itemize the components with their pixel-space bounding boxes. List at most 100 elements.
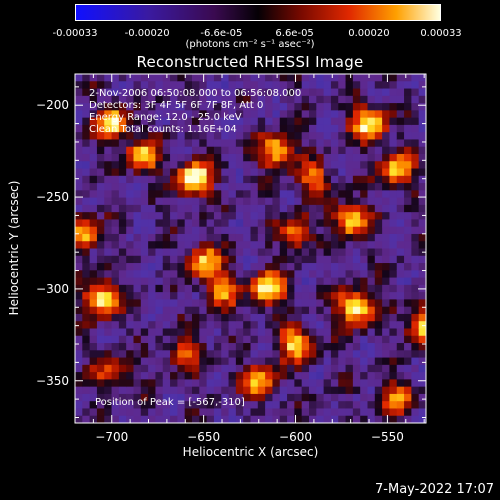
heatmap-cell bbox=[243, 343, 252, 351]
heatmap-cell bbox=[82, 212, 91, 221]
heatmap-cell bbox=[367, 372, 376, 380]
heatmap-cell bbox=[338, 110, 347, 119]
heatmap-cell bbox=[382, 103, 391, 111]
heatmap-cell bbox=[250, 233, 259, 242]
heatmap-cell bbox=[177, 139, 186, 148]
heatmap-cell bbox=[301, 364, 310, 373]
heatmap-cell bbox=[374, 277, 383, 286]
heatmap-cell bbox=[367, 270, 376, 279]
heatmap-cell bbox=[294, 175, 303, 184]
heatmap-cell bbox=[111, 146, 120, 155]
heatmap-cell bbox=[389, 357, 398, 366]
heatmap-cell bbox=[155, 364, 164, 373]
heatmap-cell bbox=[104, 233, 113, 242]
heatmap-cell bbox=[301, 248, 310, 257]
heatmap-cell bbox=[148, 212, 157, 221]
heatmap-cell bbox=[309, 364, 317, 373]
heatmap-cell bbox=[352, 401, 361, 410]
heatmap-cell bbox=[418, 212, 426, 221]
heatmap-cell bbox=[411, 306, 420, 315]
heatmap-cell bbox=[360, 153, 369, 162]
heatmap-cell bbox=[140, 183, 149, 191]
heatmap-cell bbox=[82, 226, 91, 235]
heatmap-cell bbox=[162, 328, 171, 337]
heatmap-cell bbox=[367, 335, 376, 344]
heatmap-cell bbox=[177, 408, 186, 417]
heatmap-cell bbox=[352, 379, 361, 388]
heatmap-cell bbox=[396, 364, 405, 373]
heatmap-cell bbox=[170, 408, 178, 417]
heatmap-cell bbox=[111, 175, 120, 184]
heatmap-cell bbox=[192, 226, 200, 235]
heatmap-cell bbox=[235, 270, 244, 279]
heatmap-cell bbox=[89, 175, 98, 184]
heatmap-cell bbox=[155, 335, 164, 344]
heatmap-cell bbox=[221, 372, 230, 380]
heatmap-cell bbox=[177, 161, 186, 170]
heatmap-cell bbox=[404, 372, 412, 380]
heatmap-cell bbox=[126, 299, 135, 308]
heatmap-cell bbox=[199, 183, 208, 191]
heatmap-cell bbox=[323, 88, 332, 97]
heatmap-cell bbox=[75, 219, 83, 228]
heatmap-cell bbox=[155, 168, 164, 177]
heatmap-cell bbox=[243, 292, 252, 300]
heatmap-cell bbox=[155, 146, 164, 155]
heatmap-cell bbox=[243, 124, 252, 133]
heatmap-cell bbox=[228, 204, 237, 213]
heatmap-cell bbox=[309, 299, 317, 308]
heatmap-cell bbox=[309, 132, 317, 141]
heatmap-cell bbox=[411, 393, 420, 402]
heatmap-cell bbox=[323, 401, 332, 410]
heatmap-cell bbox=[330, 124, 339, 133]
heatmap-cell bbox=[184, 146, 193, 155]
heatmap-cell bbox=[382, 204, 391, 213]
heatmap-cell bbox=[389, 270, 398, 279]
heatmap-cell bbox=[235, 364, 244, 373]
heatmap-cell bbox=[170, 292, 178, 300]
heatmap-cell bbox=[265, 226, 274, 235]
heatmap-cell bbox=[309, 175, 317, 184]
heatmap-cell bbox=[235, 212, 244, 221]
heatmap-cell bbox=[75, 197, 83, 206]
heatmap-cell bbox=[140, 306, 149, 315]
heatmap-cell bbox=[250, 299, 259, 308]
heatmap-cell bbox=[411, 415, 420, 423]
heatmap-cell bbox=[75, 408, 83, 417]
heatmap-cell bbox=[250, 183, 259, 191]
heatmap-cell bbox=[140, 321, 149, 330]
heatmap-cell bbox=[330, 161, 339, 170]
heatmap-cell bbox=[294, 190, 303, 199]
heatmap-cell bbox=[279, 408, 288, 417]
heatmap-cell bbox=[352, 95, 361, 104]
heatmap-cell bbox=[382, 328, 391, 337]
heatmap-cell bbox=[118, 74, 127, 82]
heatmap-cell bbox=[89, 343, 98, 351]
heatmap-cell bbox=[272, 183, 281, 191]
heatmap-cell bbox=[360, 284, 369, 293]
heatmap-cell bbox=[272, 393, 281, 402]
heatmap-cell bbox=[243, 372, 252, 380]
heatmap-cell bbox=[250, 161, 259, 170]
heatmap-cell bbox=[235, 328, 244, 337]
heatmap-cell bbox=[104, 74, 113, 82]
heatmap-cell bbox=[75, 386, 83, 395]
heatmap-cell bbox=[374, 299, 383, 308]
heatmap-cell bbox=[338, 168, 347, 177]
heatmap-cell bbox=[243, 183, 252, 191]
heatmap-cell bbox=[389, 372, 398, 380]
heatmap-cell bbox=[199, 255, 208, 264]
heatmap-cell bbox=[177, 168, 186, 177]
heatmap-cell bbox=[301, 168, 310, 177]
heatmap-cell bbox=[309, 401, 317, 410]
heatmap-cell bbox=[338, 117, 347, 126]
heatmap-cell bbox=[228, 408, 237, 417]
heatmap-cell bbox=[177, 277, 186, 286]
heatmap-cell bbox=[330, 284, 339, 293]
heatmap-cell bbox=[323, 124, 332, 133]
heatmap-cell bbox=[411, 212, 420, 221]
heatmap-cell bbox=[199, 74, 208, 82]
heatmap-cell bbox=[257, 328, 266, 337]
heatmap-cell bbox=[345, 372, 354, 380]
heatmap-cell bbox=[199, 372, 208, 380]
